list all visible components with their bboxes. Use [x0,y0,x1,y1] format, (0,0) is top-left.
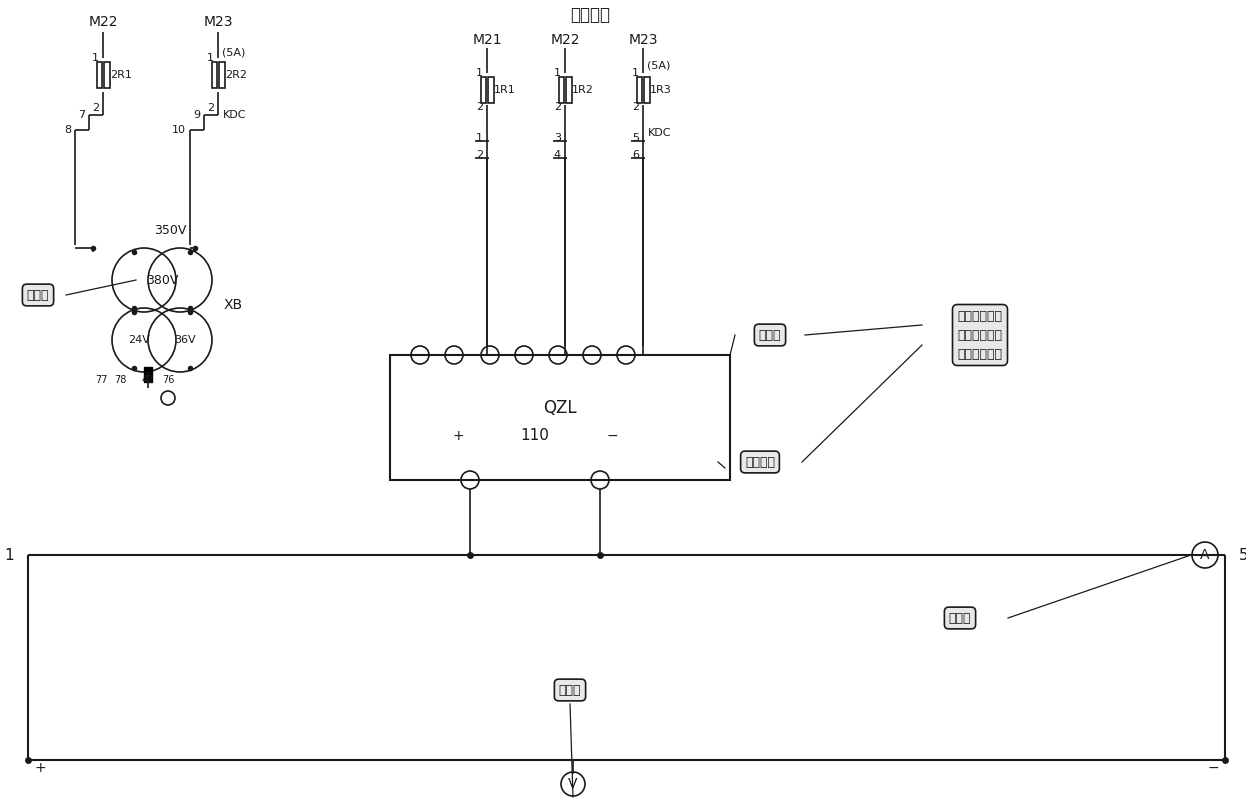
Text: M21: M21 [472,33,502,47]
Text: −: − [1207,761,1219,775]
Bar [481,77,486,103]
Text: 电流表: 电流表 [948,612,971,625]
Text: 1: 1 [476,68,483,78]
Text: KDC: KDC [648,128,672,138]
Text: KDC: KDC [223,110,247,120]
Text: 三相电源: 三相电源 [569,6,611,24]
Text: 110: 110 [521,428,549,443]
Text: XB: XB [224,298,243,312]
Text: 350V: 350V [153,224,186,237]
Bar [644,77,649,103]
Text: 2: 2 [632,102,639,112]
Text: −: − [607,428,618,443]
Bar [103,62,110,88]
Text: 整流电路: 整流电路 [745,456,775,469]
Text: 78: 78 [113,375,126,385]
Bar [96,62,102,88]
Text: 1: 1 [554,68,561,78]
Text: 6: 6 [632,150,639,160]
Text: 380V: 380V [146,274,178,287]
Bar [566,77,572,103]
Text: 5: 5 [1239,547,1246,563]
Text: 1: 1 [92,53,98,63]
Bar [558,77,564,103]
Text: +: + [34,761,46,775]
Text: 7: 7 [77,110,85,120]
Bar [219,62,224,88]
Text: 2: 2 [207,103,214,113]
Bar [390,355,730,480]
Text: V: V [568,777,578,791]
Text: 1: 1 [632,68,639,78]
Text: A: A [1200,548,1210,562]
Text: 5: 5 [632,133,639,143]
Text: 77: 77 [95,375,107,385]
Text: 变压器: 变压器 [26,288,50,302]
Bar [488,77,493,103]
Text: 2: 2 [554,102,561,112]
Text: 2R1: 2R1 [110,70,132,80]
Text: 8: 8 [64,125,71,135]
Text: 1R3: 1R3 [650,85,672,95]
Text: 变压器与整流
电路合在一起
用方框表示。: 变压器与整流 电路合在一起 用方框表示。 [957,309,1003,361]
Text: 42: 42 [142,375,155,385]
Text: M23: M23 [628,33,658,47]
Text: 变压器: 变压器 [759,328,781,341]
Text: 1: 1 [207,53,214,63]
Text: 9: 9 [193,110,201,120]
Text: 1R1: 1R1 [493,85,516,95]
Text: 2: 2 [476,102,483,112]
Bar [637,77,642,103]
Text: 2: 2 [92,103,98,113]
Text: 36V: 36V [174,335,196,345]
Text: 76: 76 [162,375,174,385]
Text: 3: 3 [554,133,561,143]
Text: M22: M22 [88,15,118,29]
Text: 1R2: 1R2 [572,85,594,95]
Text: (5A): (5A) [647,60,670,70]
Text: 24V: 24V [128,335,150,345]
Text: 1: 1 [5,547,14,563]
Bar [212,62,217,88]
Text: 10: 10 [172,125,186,135]
Text: M22: M22 [551,33,579,47]
Text: +: + [452,428,464,443]
Text: 2R2: 2R2 [226,70,247,80]
Text: 2: 2 [476,150,483,160]
Text: M23: M23 [203,15,233,29]
Text: 4: 4 [554,150,561,160]
Text: (5A): (5A) [222,47,245,57]
Text: 电压表: 电压表 [558,683,581,696]
Text: 1: 1 [476,133,483,143]
Text: QZL: QZL [543,398,577,416]
